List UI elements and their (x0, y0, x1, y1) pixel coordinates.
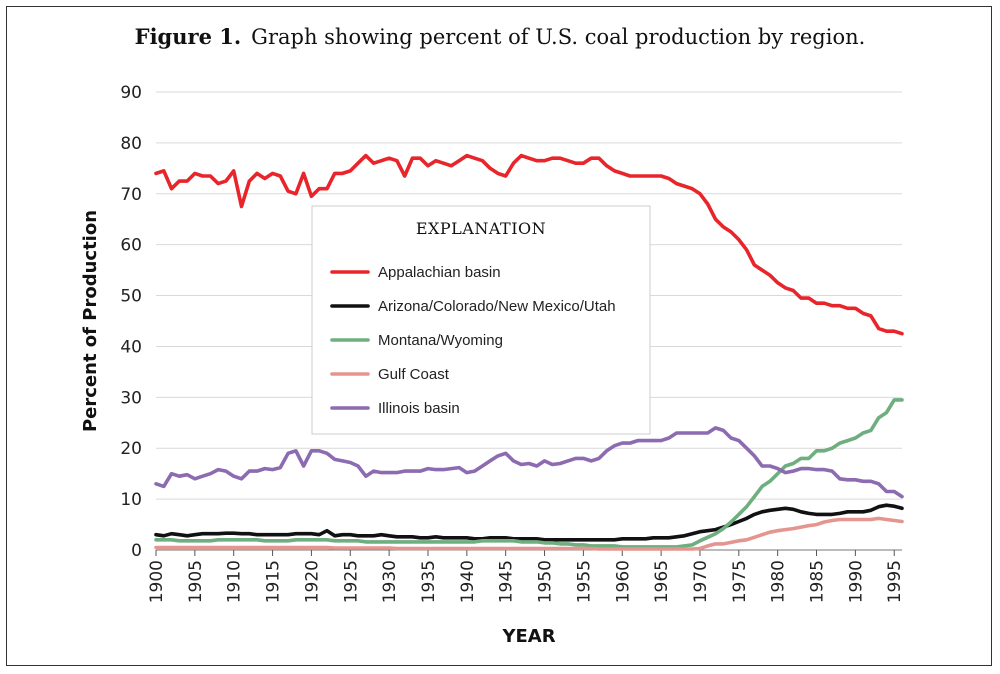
x-axis-ticks: 1900 1905 1910 1915 1920 1925 1930 1935 1940 1945… (147, 550, 905, 603)
series-line-3 (154, 516, 904, 551)
legend-title: EXPLANATION (416, 219, 546, 238)
legend-entry: Montana/Wyoming (378, 332, 503, 349)
series-line-1 (154, 503, 904, 542)
y-axis-ticks: 0 10 20 30 40 50 60 70 80 90 (120, 83, 142, 561)
x-tick-label: 1975 (730, 560, 750, 603)
legend-box (311, 205, 651, 435)
x-tick-label: 1955 (574, 560, 594, 603)
series-line-2 (154, 398, 904, 549)
y-tick-label: 30 (120, 388, 142, 408)
figure-caption: Figure 1. Graph showing percent of U.S. c… (0, 24, 1000, 49)
x-tick-label: 1980 (769, 560, 789, 603)
y-tick-label: 50 (120, 287, 142, 307)
chart-title: Graph showing percent of U.S. coal produ… (251, 25, 866, 49)
y-tick-label: 60 (120, 236, 142, 256)
x-tick-label: 1935 (419, 560, 439, 603)
x-tick-label: 1990 (846, 560, 866, 603)
series-line-0 (154, 153, 904, 336)
series-lines (154, 153, 904, 551)
y-tick-label: 0 (131, 541, 142, 561)
x-tick-label: 1965 (652, 560, 672, 603)
x-tick-label: 1945 (497, 560, 517, 603)
x-tick-label: 1900 (147, 560, 167, 603)
y-tick-label: 40 (120, 337, 142, 357)
x-tick-label: 1985 (808, 560, 828, 603)
figure-label: Figure 1. (134, 24, 242, 49)
x-tick-label: 1905 (186, 560, 206, 603)
x-tick-label: 1915 (264, 560, 284, 603)
x-tick-label: 1950 (536, 560, 556, 603)
y-tick-label: 20 (120, 439, 142, 459)
legend: EXPLANATION Appalachian basin Arizona/Col… (311, 205, 651, 435)
legend-entry: Appalachian basin (378, 264, 501, 281)
x-tick-label: 1940 (458, 560, 478, 603)
x-tick-label: 1970 (691, 560, 711, 603)
legend-entry: Gulf Coast (378, 366, 450, 383)
x-tick-label: 1995 (885, 560, 905, 603)
x-tick-label: 1910 (225, 560, 245, 603)
y-tick-label: 80 (120, 134, 142, 154)
x-tick-label: 1925 (341, 560, 361, 603)
legend-entry: Illinois basin (378, 400, 460, 417)
x-tick-label: 1960 (613, 560, 633, 603)
x-axis-title: YEAR (501, 626, 555, 647)
x-tick-label: 1930 (380, 560, 400, 603)
legend-entry: Arizona/Colorado/New Mexico/Utah (378, 298, 616, 315)
series-line-4 (154, 426, 904, 499)
y-tick-label: 90 (120, 83, 142, 103)
y-tick-label: 10 (120, 490, 142, 510)
y-tick-label: 70 (120, 185, 142, 205)
x-tick-label: 1920 (302, 560, 322, 603)
y-axis-title: Percent of Production (80, 210, 101, 432)
